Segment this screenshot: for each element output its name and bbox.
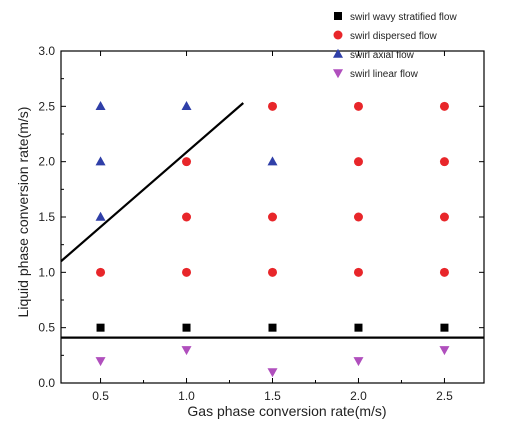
x-tick-label: 1.0 <box>178 389 195 403</box>
data-point <box>353 212 363 222</box>
data-point <box>439 157 449 167</box>
y-tick-label: 2.5 <box>38 99 55 113</box>
data-point <box>353 157 363 167</box>
y-tick-label: 1.0 <box>38 265 55 279</box>
data-point <box>268 267 277 277</box>
legend-label: swirl linear flow <box>350 69 419 80</box>
y-tick-label: 1.5 <box>38 210 55 224</box>
data-point <box>268 101 277 111</box>
data-points <box>95 101 450 378</box>
legend-marker <box>334 12 342 20</box>
data-point <box>95 357 106 367</box>
x-tick-label: 2.0 <box>350 389 367 403</box>
y-tick-label: 0.5 <box>38 321 55 335</box>
legend-marker <box>333 30 343 40</box>
data-point <box>353 267 363 277</box>
data-point <box>439 212 449 222</box>
data-point <box>353 101 363 111</box>
legend: swirl wavy stratified flow swirl disperse… <box>333 12 457 80</box>
boundary-line <box>60 102 244 263</box>
data-point <box>354 323 363 332</box>
data-point <box>95 101 106 111</box>
data-point <box>181 101 192 111</box>
data-point <box>182 323 191 332</box>
data-point <box>268 323 277 332</box>
data-point <box>439 346 450 356</box>
data-point <box>95 156 106 166</box>
y-axis-title: Liquid phase conversion rate(m/s) <box>15 107 31 318</box>
legend-label: swirl axial flow <box>350 50 415 61</box>
data-point <box>96 267 106 277</box>
legend-label: swirl wavy stratified flow <box>350 12 457 23</box>
y-tick-label: 2.0 <box>38 155 55 169</box>
data-point <box>353 357 364 367</box>
data-point <box>440 323 449 332</box>
legend-marker <box>333 48 343 58</box>
data-point <box>268 212 277 222</box>
boundary-lines <box>60 102 484 339</box>
data-point <box>439 101 449 111</box>
data-point <box>267 156 278 166</box>
x-tick-label: 2.5 <box>436 389 453 403</box>
data-point <box>182 212 192 222</box>
y-tick-label: 3.0 <box>38 44 55 58</box>
legend-marker <box>333 69 343 79</box>
data-point <box>439 267 449 277</box>
x-tick-label: 1.5 <box>264 389 281 403</box>
x-axis-title: Gas phase conversion rate(m/s) <box>187 403 386 419</box>
data-point <box>181 346 192 356</box>
data-point <box>95 211 106 221</box>
axis-ticks: 0.5 1.0 1.5 2.0 2.5 0.0 0.5 1.0 1.5 2.0 2.5 3.0 <box>38 44 484 403</box>
legend-label: swirl dispersed flow <box>350 31 437 42</box>
data-point <box>182 267 192 277</box>
data-point <box>182 157 192 167</box>
x-tick-label: 0.5 <box>92 389 109 403</box>
data-point <box>96 323 105 332</box>
y-tick-label: 0.0 <box>38 376 55 390</box>
data-point <box>267 368 278 378</box>
